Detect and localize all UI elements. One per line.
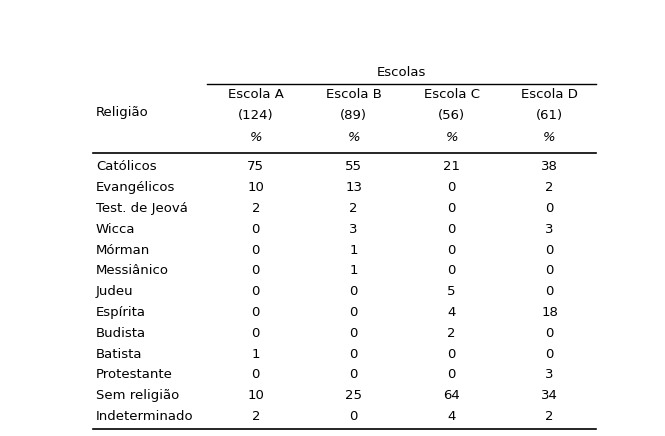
Text: 38: 38 bbox=[541, 160, 558, 173]
Text: 0: 0 bbox=[448, 181, 456, 194]
Text: 2: 2 bbox=[545, 181, 554, 194]
Text: 0: 0 bbox=[251, 327, 260, 340]
Text: Protestante: Protestante bbox=[96, 368, 173, 382]
Text: 0: 0 bbox=[350, 285, 358, 298]
Text: 0: 0 bbox=[545, 202, 554, 215]
Text: Católicos: Católicos bbox=[96, 160, 157, 173]
Text: 0: 0 bbox=[251, 244, 260, 256]
Text: Batista: Batista bbox=[96, 347, 142, 361]
Text: Sem religião: Sem religião bbox=[96, 389, 180, 402]
Text: 3: 3 bbox=[349, 223, 358, 236]
Text: %: % bbox=[249, 131, 262, 144]
Text: 0: 0 bbox=[448, 202, 456, 215]
Text: (56): (56) bbox=[438, 109, 465, 123]
Text: 0: 0 bbox=[350, 410, 358, 423]
Text: 0: 0 bbox=[545, 264, 554, 277]
Text: Messiânico: Messiânico bbox=[96, 264, 169, 277]
Text: 0: 0 bbox=[545, 285, 554, 298]
Text: 1: 1 bbox=[349, 244, 358, 256]
Text: 2: 2 bbox=[251, 202, 260, 215]
Text: 0: 0 bbox=[545, 347, 554, 361]
Text: Escolas: Escolas bbox=[376, 66, 426, 79]
Text: 0: 0 bbox=[350, 327, 358, 340]
Text: (61): (61) bbox=[536, 109, 563, 123]
Text: 0: 0 bbox=[251, 264, 260, 277]
Text: %: % bbox=[347, 131, 360, 144]
Text: Mórman: Mórman bbox=[96, 244, 150, 256]
Text: 13: 13 bbox=[345, 181, 362, 194]
Text: 0: 0 bbox=[251, 223, 260, 236]
Text: 0: 0 bbox=[448, 223, 456, 236]
Text: 0: 0 bbox=[251, 285, 260, 298]
Text: Escola C: Escola C bbox=[424, 88, 479, 101]
Text: 3: 3 bbox=[545, 368, 554, 382]
Text: 5: 5 bbox=[448, 285, 456, 298]
Text: Escola A: Escola A bbox=[228, 88, 284, 101]
Text: 18: 18 bbox=[541, 306, 558, 319]
Text: 34: 34 bbox=[541, 389, 558, 402]
Text: Judeu: Judeu bbox=[96, 285, 134, 298]
Text: %: % bbox=[446, 131, 458, 144]
Text: 0: 0 bbox=[448, 347, 456, 361]
Text: 25: 25 bbox=[345, 389, 362, 402]
Text: 0: 0 bbox=[251, 368, 260, 382]
Text: Escola D: Escola D bbox=[521, 88, 578, 101]
Text: 0: 0 bbox=[251, 306, 260, 319]
Text: %: % bbox=[543, 131, 556, 144]
Text: 1: 1 bbox=[251, 347, 260, 361]
Text: 0: 0 bbox=[448, 264, 456, 277]
Text: 0: 0 bbox=[448, 244, 456, 256]
Text: 0: 0 bbox=[350, 306, 358, 319]
Text: Evangélicos: Evangélicos bbox=[96, 181, 176, 194]
Text: 0: 0 bbox=[350, 368, 358, 382]
Text: Indeterminado: Indeterminado bbox=[96, 410, 194, 423]
Text: 10: 10 bbox=[247, 181, 264, 194]
Text: Religião: Religião bbox=[96, 106, 149, 119]
Text: 1: 1 bbox=[349, 264, 358, 277]
Text: Espírita: Espírita bbox=[96, 306, 146, 319]
Text: 0: 0 bbox=[350, 347, 358, 361]
Text: (124): (124) bbox=[238, 109, 273, 123]
Text: Wicca: Wicca bbox=[96, 223, 136, 236]
Text: 0: 0 bbox=[448, 368, 456, 382]
Text: 0: 0 bbox=[545, 244, 554, 256]
Text: 2: 2 bbox=[349, 202, 358, 215]
Text: Test. de Jeová: Test. de Jeová bbox=[96, 202, 188, 215]
Text: 10: 10 bbox=[247, 389, 264, 402]
Text: 2: 2 bbox=[448, 327, 456, 340]
Text: 3: 3 bbox=[545, 223, 554, 236]
Text: 21: 21 bbox=[443, 160, 460, 173]
Text: 2: 2 bbox=[545, 410, 554, 423]
Text: 64: 64 bbox=[444, 389, 460, 402]
Text: 4: 4 bbox=[448, 306, 456, 319]
Text: (89): (89) bbox=[340, 109, 367, 123]
Text: 0: 0 bbox=[545, 327, 554, 340]
Text: 75: 75 bbox=[247, 160, 264, 173]
Text: 2: 2 bbox=[251, 410, 260, 423]
Text: 55: 55 bbox=[345, 160, 362, 173]
Text: Escola B: Escola B bbox=[326, 88, 382, 101]
Text: Budista: Budista bbox=[96, 327, 146, 340]
Text: 4: 4 bbox=[448, 410, 456, 423]
